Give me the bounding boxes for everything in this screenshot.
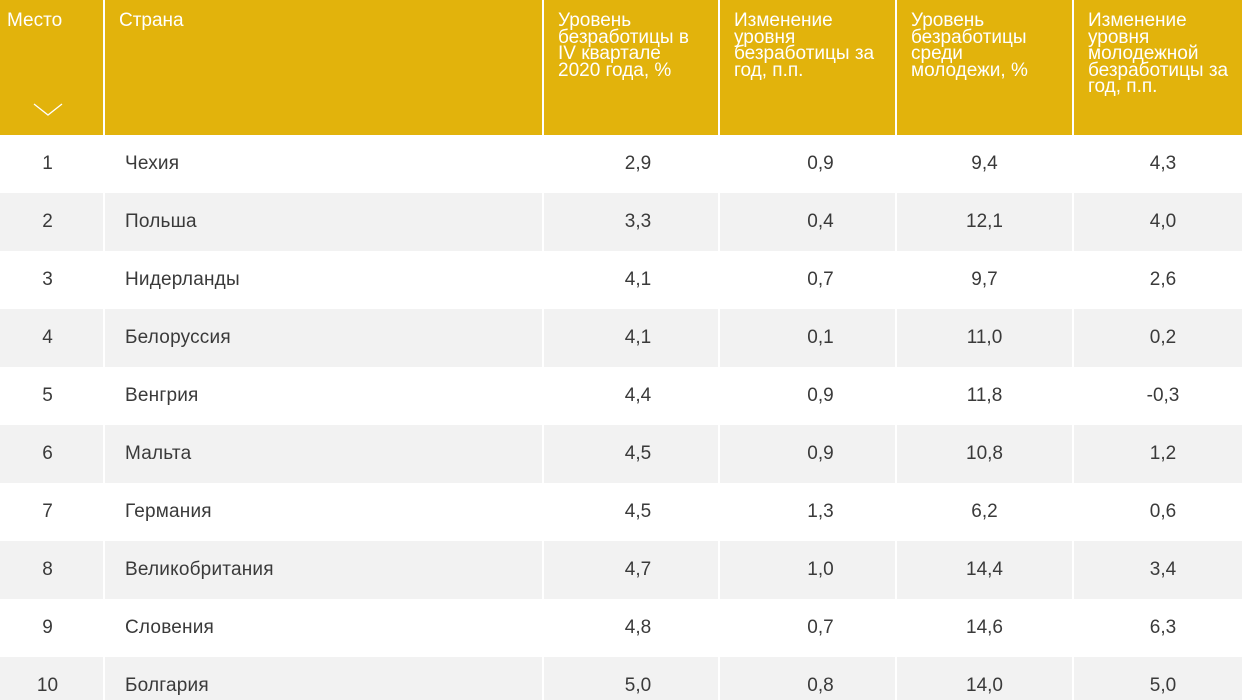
cell-unemployment-change: 0,1 [720,309,895,367]
cell-country: Польша [105,193,542,251]
header-unemployment-change-label: Изменение уровня безработицы за год, п.п… [734,10,875,81]
cell-country: Чехия [125,153,180,174]
cell-place: 9 [42,617,53,638]
cell-unemployment-change: 1,0 [720,541,895,599]
cell-youth-unemployment-change: 5,0 [1074,657,1242,700]
cell-unemployment-q4: 4,5 [544,425,718,483]
cell-youth-unemployment-change: 0,6 [1149,501,1177,522]
cell-country: Нидерланды [125,269,240,290]
cell-unemployment-q4: 4,8 [624,617,652,638]
header-youth-unemployment-change-label: Изменение уровня молодежной безработицы … [1088,10,1229,97]
cell-place: 7 [42,501,53,522]
cell-youth-unemployment-change: 3,4 [1074,541,1242,599]
cell-youth-unemployment: 10,8 [897,425,1072,483]
cell-place: 5 [42,385,53,406]
table-body: 1 Чехия 2,9 0,9 9,4 4,3 2 Польша 3,3 0,4 12,1 4,0 3 Н… [0,135,1242,700]
cell-youth-unemployment: 12,1 [897,193,1072,251]
cell-place: 3 [42,269,53,290]
cell-country: Мальта [105,425,542,483]
cell-unemployment-q4: 4,1 [624,269,652,290]
cell-place: 4 [0,309,103,367]
cell-youth-unemployment: 14,6 [966,617,1003,638]
cell-unemployment-change: 1,3 [807,501,834,522]
cell-place: 8 [0,541,103,599]
cell-place: 10 [0,657,103,700]
header-youth-unemployment[interactable]: Уровень безработицы среди молодежи, % [897,0,1072,135]
cell-unemployment-q4: 4,7 [544,541,718,599]
cell-country: Великобритания [105,541,542,599]
cell-youth-unemployment: 11,0 [897,309,1072,367]
cell-country: Болгария [105,657,542,700]
cell-unemployment-q4: 4,4 [624,385,652,406]
cell-youth-unemployment: 6,2 [971,501,998,522]
cell-youth-unemployment-change: 4,3 [1149,153,1177,174]
cell-country: Словения [125,617,215,638]
cell-place: 2 [0,193,103,251]
cell-country: Германия [125,501,212,522]
header-unemployment-q4[interactable]: Уровень безработицы в IV квартале 2020 г… [544,0,718,135]
cell-youth-unemployment: 9,7 [971,269,998,290]
cell-unemployment-q4: 3,3 [544,193,718,251]
cell-unemployment-q4: 2,9 [624,153,652,174]
header-youth-unemployment-change[interactable]: Изменение уровня молодежной безработицы … [1074,0,1242,135]
cell-youth-unemployment-change: 4,0 [1074,193,1242,251]
cell-unemployment-change: 0,7 [807,617,834,638]
cell-unemployment-change: 0,9 [807,385,834,406]
cell-youth-unemployment-change: -0,3 [1146,385,1180,406]
header-country[interactable]: Страна [105,0,542,135]
cell-country: Венгрия [125,385,199,406]
cell-place: 6 [0,425,103,483]
cell-unemployment-change: 0,4 [720,193,895,251]
header-youth-unemployment-label: Уровень безработицы среди молодежи, % [911,10,1028,81]
cell-youth-unemployment: 9,4 [971,153,998,174]
cell-unemployment-change: 0,8 [720,657,895,700]
cell-youth-unemployment-change: 0,2 [1074,309,1242,367]
header-place[interactable]: Место [0,0,103,135]
cell-youth-unemployment-change: 6,3 [1149,617,1177,638]
header-place-label: Место [7,10,63,31]
cell-unemployment-q4: 4,5 [624,501,652,522]
ranking-table: Место Страна Уровень безработицы в IV кв… [0,0,1242,135]
cell-unemployment-change: 0,9 [720,425,895,483]
cell-unemployment-change: 0,7 [807,269,834,290]
cell-youth-unemployment: 14,4 [897,541,1072,599]
header-unemployment-change[interactable]: Изменение уровня безработицы за год, п.п… [720,0,895,135]
chevron-down-icon[interactable] [33,103,63,117]
cell-youth-unemployment: 14,0 [897,657,1072,700]
cell-youth-unemployment: 11,8 [966,385,1003,406]
cell-place: 1 [42,153,53,174]
cell-country: Белоруссия [105,309,542,367]
cell-unemployment-change: 0,9 [807,153,834,174]
cell-unemployment-q4: 5,0 [544,657,718,700]
cell-unemployment-q4: 4,1 [544,309,718,367]
cell-youth-unemployment-change: 2,6 [1149,269,1177,290]
header-country-label: Страна [119,10,184,31]
cell-youth-unemployment-change: 1,2 [1074,425,1242,483]
header-unemployment-q4-label: Уровень безработицы в IV квартале 2020 г… [558,10,689,81]
